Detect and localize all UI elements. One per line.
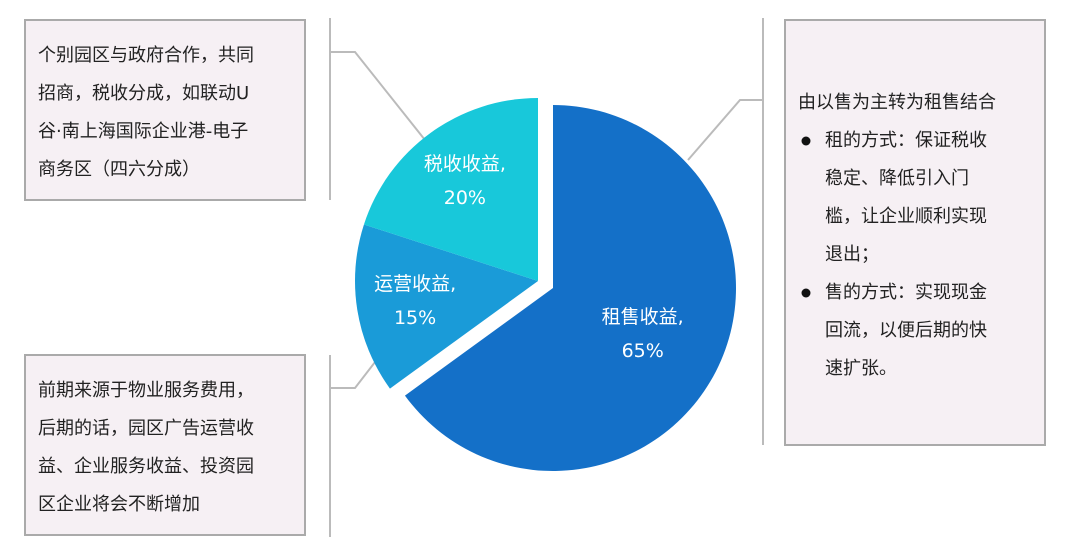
slice-value: 20% — [444, 187, 486, 209]
note-line: 谷·南上海国际企业港-电子 — [38, 121, 248, 142]
bullet — [801, 288, 811, 298]
note-line: 招商，税收分成，如联动U — [38, 83, 249, 104]
note-line: 益、企业服务收益、投资园 — [38, 456, 254, 477]
note-line: 前期来源于物业服务费用， — [38, 380, 254, 401]
slice-value: 65% — [622, 340, 664, 362]
note-line: 区企业将会不断增加 — [38, 494, 200, 515]
bullet — [801, 136, 811, 146]
slice-value: 15% — [394, 307, 436, 329]
note-line: 速扩张。 — [825, 358, 897, 379]
pie-slice — [363, 98, 538, 281]
frames — [24, 19, 1046, 536]
note-line: 个别园区与政府合作，共同 — [38, 45, 254, 66]
note-line: 退出； — [825, 244, 879, 265]
slice-label: 租售收益, — [602, 306, 684, 328]
connector — [687, 99, 763, 161]
note-box — [24, 354, 306, 536]
note-box — [24, 19, 306, 201]
note-heading: 由以售为主转为租售结合 — [798, 92, 996, 113]
pie: 租售收益, 65% 运营收益, 15% 税收收益, 20% — [355, 98, 736, 471]
note-line: 商务区（四六分成） — [38, 159, 200, 180]
connectors — [329, 18, 764, 537]
connector — [330, 51, 426, 141]
pie-slice — [355, 224, 538, 389]
note-box — [784, 19, 1046, 446]
slice-label: 运营收益, — [374, 273, 456, 295]
note-line: 后期的话，园区广告运营收 — [38, 418, 254, 439]
note-line: 稳定、降低引入门 — [825, 168, 969, 189]
pie-slice — [404, 105, 736, 471]
note-line: 租的方式：保证税收 — [825, 130, 987, 151]
note-line: 回流，以便后期的快 — [825, 320, 987, 341]
note-line: 槛，让企业顺利实现 — [825, 206, 987, 227]
slice-label: 税收收益, — [424, 153, 506, 175]
note-line: 售的方式：实现现金 — [825, 282, 987, 303]
